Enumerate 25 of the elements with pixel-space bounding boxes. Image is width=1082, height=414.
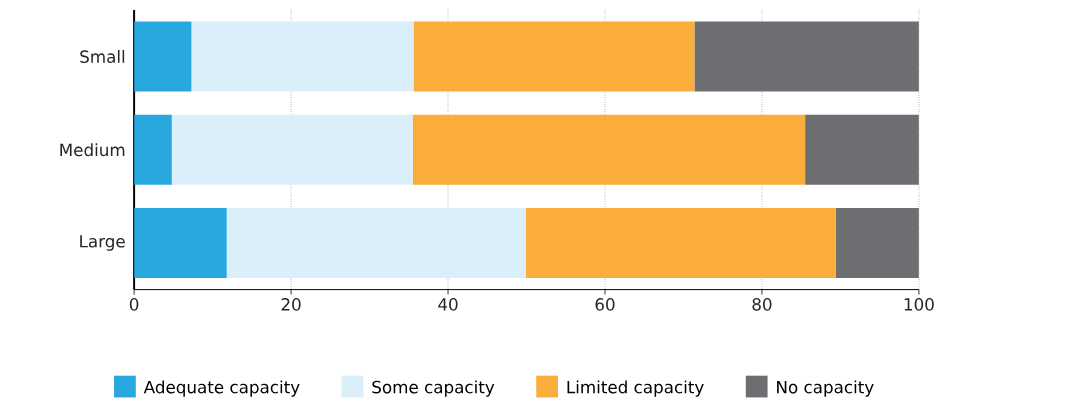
x-tick-label: 60 [595, 297, 615, 311]
bar [171, 114, 413, 185]
legend-label: Limited capacity [567, 380, 704, 397]
bar [835, 207, 919, 279]
y-tick-label: Large [80, 235, 125, 251]
bar [694, 21, 919, 92]
x-tick-label: 100 [904, 297, 934, 311]
legend-label: Adequate capacity [143, 380, 300, 397]
y-tick-label: Medium [60, 143, 125, 157]
bar [134, 207, 227, 279]
bar [413, 21, 695, 92]
x-tick-label: 20 [281, 297, 301, 311]
legend-label: Some capacity [372, 380, 495, 397]
legend-label: No capacity [777, 380, 874, 397]
bar [134, 21, 192, 92]
y-tick-label: Small [80, 49, 125, 63]
x-tick-label: 80 [752, 297, 772, 311]
bar [191, 21, 414, 92]
bar [226, 207, 526, 279]
bar [412, 114, 806, 185]
bar [525, 207, 836, 279]
bar [134, 114, 172, 185]
bar [805, 114, 919, 185]
x-tick-label: 0 [129, 297, 139, 311]
x-tick-label: 40 [438, 297, 458, 311]
